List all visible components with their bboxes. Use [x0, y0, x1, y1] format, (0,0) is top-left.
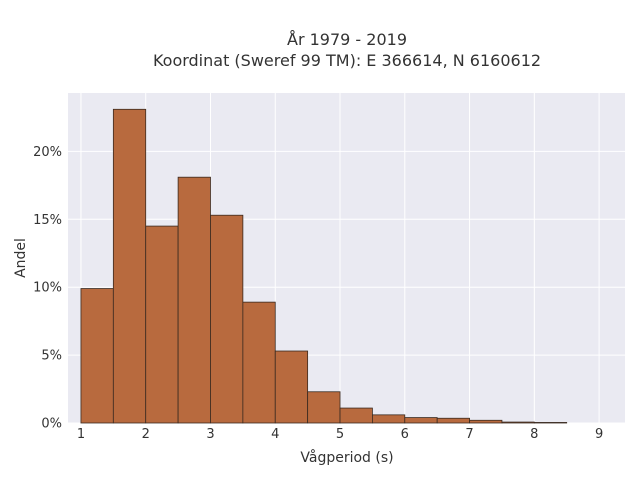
histogram-bar — [339, 407, 373, 424]
bars — [80, 108, 568, 424]
y-axis-ticks: 0% 5% 10% 15% 20% — [33, 145, 62, 432]
histogram-bar — [242, 301, 276, 424]
x-tick-label: 9 — [595, 427, 603, 442]
histogram-bar — [307, 391, 341, 424]
y-tick-label: 15% — [33, 213, 62, 228]
histogram-bar — [112, 108, 147, 424]
y-tick-label: 5% — [41, 349, 62, 364]
x-tick-label: 1 — [77, 427, 85, 442]
x-axis-ticks: 1 2 3 4 5 6 7 8 9 — [77, 427, 603, 442]
x-tick-label: 5 — [336, 427, 344, 442]
histogram-bar — [145, 225, 179, 424]
y-tick-label: 10% — [33, 281, 62, 296]
y-tick-label: 0% — [41, 417, 62, 432]
histogram-bar — [469, 419, 503, 424]
histogram-bar — [372, 414, 406, 424]
histogram-bar — [274, 350, 309, 424]
x-tick-label: 4 — [271, 427, 279, 442]
histogram-bar — [210, 214, 244, 424]
chart-title-line-1: År 1979 - 2019 — [287, 30, 407, 49]
chart-title-line-2: Koordinat (Sweref 99 TM): E 366614, N 61… — [153, 51, 541, 70]
y-tick-label: 20% — [33, 145, 62, 160]
x-tick-label: 8 — [530, 427, 538, 442]
histogram-bar — [80, 288, 114, 424]
x-tick-label: 2 — [142, 427, 150, 442]
histogram-bar — [533, 422, 568, 424]
x-axis-label: Vågperiod (s) — [300, 449, 393, 466]
x-tick-label: 3 — [206, 427, 214, 442]
histogram-bar — [404, 417, 438, 424]
histogram-bar — [177, 176, 211, 424]
y-axis-label: Andel — [13, 238, 29, 278]
x-tick-label: 7 — [465, 427, 473, 442]
histogram-bar — [501, 421, 535, 424]
x-tick-label: 6 — [401, 427, 409, 442]
histogram-bar — [436, 417, 470, 424]
